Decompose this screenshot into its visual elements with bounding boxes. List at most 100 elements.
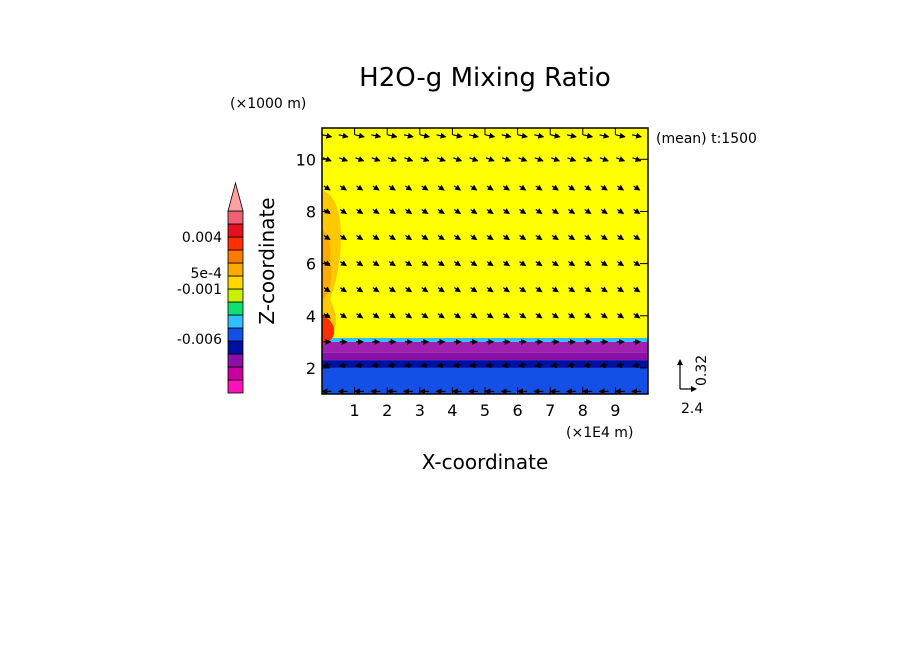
vector-arrow-109 (470, 260, 478, 267)
vector-arrow-64 (388, 208, 396, 215)
vector-arrow-4 (387, 132, 398, 139)
left-plume-outer (322, 190, 341, 340)
vector-arrow-37 (599, 156, 609, 162)
vector-arrow-8 (452, 132, 463, 139)
vector-arrow-91 (502, 234, 511, 241)
vector-arrow-116 (584, 260, 592, 267)
vector-arrow-41 (339, 184, 348, 191)
colorbar-label-3: 0.004 (182, 230, 222, 246)
vector-arrow-119 (633, 260, 641, 267)
vector-arrow-34 (550, 156, 561, 162)
vector-arrow-16 (583, 132, 594, 139)
vector-arrow-15 (566, 132, 577, 139)
vector-arrow-43 (372, 184, 380, 191)
reference-z-label: 0.32 (694, 355, 710, 386)
chart-title: H2O-g Mixing Ratio (359, 63, 611, 93)
vector-arrow-135 (568, 286, 576, 293)
y-tick-label-4: 4 (306, 307, 316, 326)
vector-arrow-54 (551, 184, 559, 191)
vector-arrow-138 (616, 286, 625, 293)
vector-arrow-183 (371, 362, 380, 369)
vector-arrow-22 (355, 156, 365, 162)
vector-arrow-198 (615, 362, 624, 369)
vector-arrow-75 (568, 208, 576, 215)
vector-arrow-125 (405, 286, 413, 293)
colorbar-swatch-8 (227, 275, 244, 290)
colorbar-overflow-arrow (227, 181, 244, 212)
y-unit-label: (×1000 m) (230, 96, 306, 112)
vector-arrow-185 (403, 362, 412, 369)
vector-arrow-76 (584, 208, 592, 215)
vector-arrow-94 (551, 234, 559, 241)
colorbar-swatch-11 (227, 236, 244, 251)
field-band-4 (322, 337, 648, 342)
vector-arrow-187 (436, 362, 445, 369)
vector-arrow-107 (437, 260, 445, 267)
x-axis-label: X-coordinate (422, 450, 549, 474)
vector-arrow-199 (632, 362, 641, 369)
vector-arrow-85 (405, 234, 413, 241)
vector-arrow-78 (616, 208, 625, 215)
vector-arrow-58 (616, 184, 625, 191)
vector-arrow-98 (616, 234, 625, 241)
vector-arrow-14 (550, 132, 561, 139)
vector-arrow-121 (339, 286, 348, 293)
x-axis: 1 2 3 4 5 6 7 8 9 (350, 128, 620, 420)
vector-arrow-132 (519, 286, 527, 293)
vector-arrow-49 (470, 184, 478, 191)
vector-arrow-70 (486, 208, 494, 215)
vector-arrow-196 (583, 362, 592, 369)
vector-arrow-123 (372, 286, 380, 293)
vector-arrow-133 (535, 286, 543, 293)
vector-arrow-114 (551, 260, 559, 267)
vector-arrow-122 (356, 286, 364, 293)
vector-arrow-11 (501, 132, 512, 139)
vector-arrow-47 (437, 184, 445, 191)
vector-arrow-7 (436, 132, 447, 139)
vector-arrow-159 (633, 312, 641, 319)
vector-arrow-86 (421, 234, 429, 241)
vector-arrow-95 (568, 234, 576, 241)
vector-arrow-9 (468, 132, 480, 139)
vector-arrow-150 (486, 312, 494, 319)
vector-arrow-40 (323, 184, 331, 191)
vector-arrow-51 (502, 184, 511, 191)
vector-arrow-83 (372, 234, 380, 241)
colorbar-label-2: 5e-4 (191, 266, 223, 282)
vector-arrow-61 (339, 208, 348, 215)
left-plume-core (322, 315, 335, 344)
y-axis: 2 4 6 8 10 (296, 150, 648, 378)
y-axis-label: Z-coordinate (255, 197, 279, 324)
vector-arrow-27 (436, 156, 446, 162)
vector-arrow-146 (421, 312, 429, 319)
vector-arrow-74 (551, 208, 559, 215)
x-tick-label-8: 8 (578, 401, 588, 420)
vector-arrow-10 (485, 132, 496, 139)
x-tick-label-9: 9 (610, 401, 620, 420)
vector-arrow-193 (534, 362, 543, 369)
colorbar-swatch-9 (227, 262, 244, 277)
vector-arrow-17 (599, 132, 610, 139)
vector-arrow-93 (535, 234, 543, 241)
vector-arrow-88 (453, 234, 462, 241)
vector-arrow-148 (453, 312, 462, 319)
reference-x-label: 2.4 (681, 401, 703, 417)
vector-arrow-6 (420, 132, 431, 139)
vector-arrow-62 (356, 208, 364, 215)
colorbar-swatch-3 (227, 340, 244, 355)
vector-arrow-192 (518, 362, 527, 369)
vector-arrow-73 (535, 208, 543, 215)
vector-arrow-112 (519, 260, 527, 267)
vector-arrow-46 (421, 184, 429, 191)
vector-arrow-156 (584, 312, 592, 319)
x-tick-label-2: 2 (382, 401, 392, 420)
y-tick-label-10: 10 (296, 150, 316, 169)
vector-arrow-89 (470, 234, 478, 241)
colorbar-swatch-1 (227, 366, 244, 381)
vector-arrow-90 (486, 234, 494, 241)
vector-arrow-72 (519, 208, 527, 215)
colorbar-swatch-10 (227, 249, 244, 264)
vector-arrow-136 (584, 286, 592, 293)
vector-arrow-142 (356, 312, 364, 319)
